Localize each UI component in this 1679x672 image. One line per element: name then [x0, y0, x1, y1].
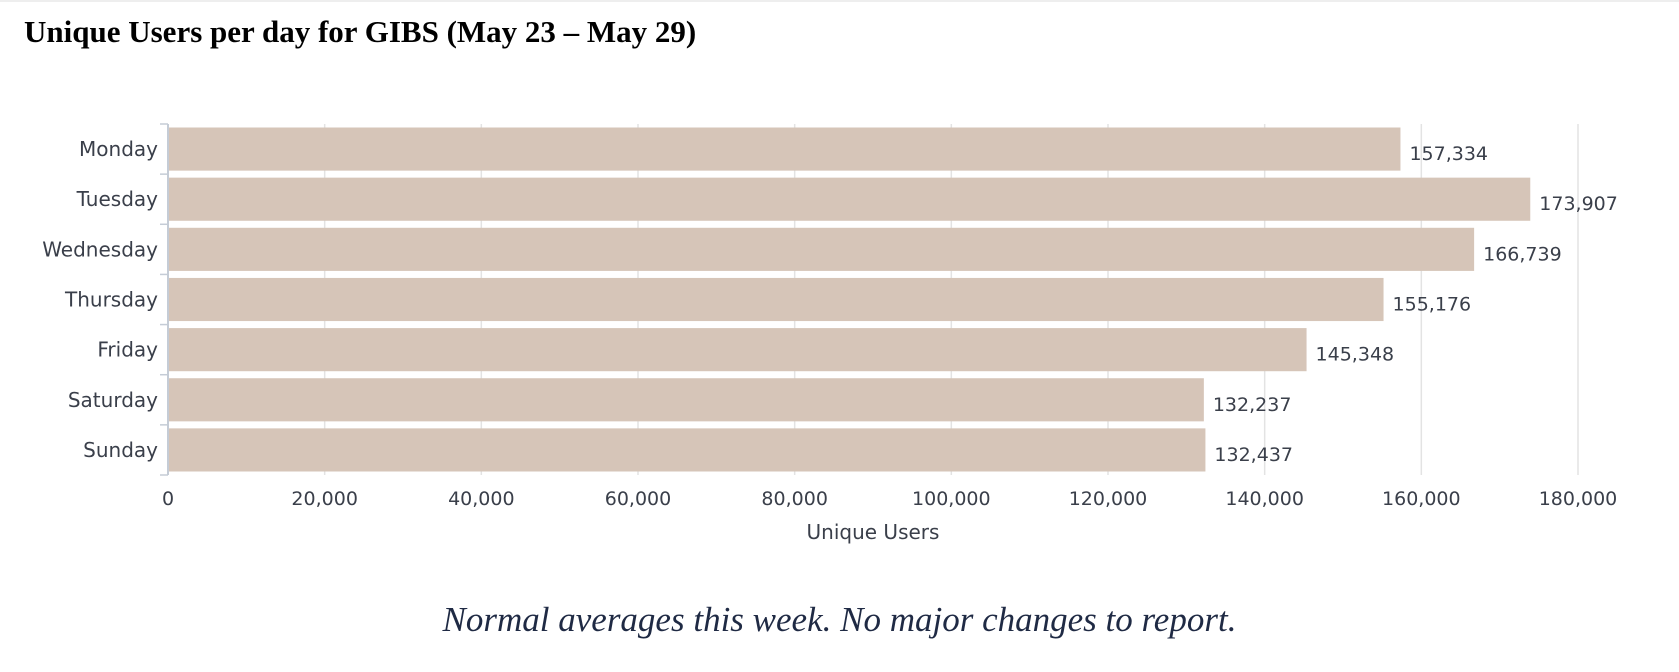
x-tick-label: 100,000 [912, 488, 991, 510]
x-tick-label: 60,000 [605, 488, 671, 510]
x-tick-label: 20,000 [291, 488, 357, 510]
data-label: 155,176 [1393, 294, 1472, 316]
data-label: 166,739 [1483, 243, 1562, 265]
y-category-label: Thursday [64, 288, 158, 312]
y-category-label: Sunday [83, 438, 158, 462]
y-category-label: Friday [97, 338, 158, 362]
y-category-label: Monday [79, 137, 158, 161]
x-tick-label: 120,000 [1069, 488, 1148, 510]
data-label: 132,437 [1214, 444, 1293, 466]
x-tick-label: 0 [162, 488, 174, 510]
x-tick-label: 180,000 [1539, 488, 1618, 510]
bar-monday [168, 127, 1401, 171]
axes [160, 123, 169, 476]
bar-sunday [168, 428, 1206, 472]
data-label: 145,348 [1316, 344, 1395, 366]
labels: 0 20,000 40,000 60,000 80,000 100,000 120,000 1… [42, 137, 1618, 510]
data-label: 132,237 [1213, 394, 1292, 416]
x-tick-label: 40,000 [448, 488, 514, 510]
bar-tuesday [168, 177, 1531, 221]
summary-note: Normal averages this week. No major chan… [442, 600, 1237, 639]
bar-saturday [168, 378, 1204, 422]
y-category-label: Saturday [68, 388, 158, 412]
x-tick-label: 160,000 [1382, 488, 1461, 510]
y-category-label: Wednesday [42, 237, 158, 261]
x-tick-label: 80,000 [761, 488, 827, 510]
x-tick-label: 140,000 [1225, 488, 1304, 510]
data-label: 157,334 [1409, 143, 1488, 165]
unique-users-bar-chart: 0 20,000 40,000 60,000 80,000 100,000 120,000 1… [42, 123, 1618, 544]
page-title: Unique Users per day for GIBS (May 23 – … [24, 14, 697, 49]
bars [168, 127, 1531, 472]
x-axis-title: Unique Users [807, 520, 940, 544]
bar-thursday [168, 277, 1384, 322]
data-label: 173,907 [1539, 193, 1618, 215]
bar-friday [168, 328, 1307, 372]
y-category-label: Tuesday [76, 187, 159, 211]
bar-wednesday [168, 227, 1475, 271]
top-divider [0, 0, 1679, 2]
